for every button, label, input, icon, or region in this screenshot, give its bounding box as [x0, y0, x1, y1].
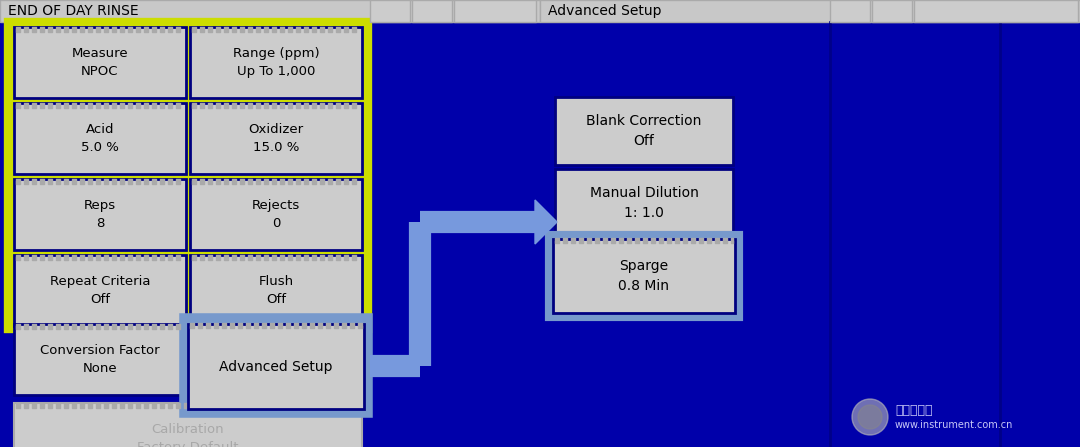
FancyBboxPatch shape: [370, 0, 410, 22]
FancyBboxPatch shape: [454, 0, 536, 22]
Text: Acid
5.0 %: Acid 5.0 %: [81, 123, 119, 154]
FancyBboxPatch shape: [546, 233, 741, 319]
FancyBboxPatch shape: [555, 169, 733, 237]
FancyBboxPatch shape: [411, 0, 453, 22]
Text: Advanced Setup: Advanced Setup: [548, 4, 661, 18]
FancyBboxPatch shape: [555, 97, 733, 165]
Text: www.instrument.com.cn: www.instrument.com.cn: [895, 420, 1013, 430]
FancyBboxPatch shape: [190, 179, 362, 250]
FancyBboxPatch shape: [14, 27, 186, 98]
Text: Sparge
0.8 Min: Sparge 0.8 Min: [619, 259, 670, 293]
Text: Manual Dilution
1: 1.0: Manual Dilution 1: 1.0: [590, 186, 699, 220]
Text: Repeat Criteria
Off: Repeat Criteria Off: [50, 275, 150, 306]
FancyBboxPatch shape: [540, 22, 1080, 447]
FancyBboxPatch shape: [14, 324, 186, 395]
Text: Calibration
Factory Default: Calibration Factory Default: [137, 423, 239, 447]
FancyBboxPatch shape: [188, 324, 364, 409]
Text: Oxidizer
15.0 %: Oxidizer 15.0 %: [248, 123, 303, 154]
FancyBboxPatch shape: [14, 403, 362, 447]
FancyBboxPatch shape: [553, 239, 735, 313]
Text: 仪器信息网: 仪器信息网: [895, 405, 932, 417]
FancyBboxPatch shape: [14, 255, 186, 326]
FancyBboxPatch shape: [872, 0, 912, 22]
Text: Range (ppm)
Up To 1,000: Range (ppm) Up To 1,000: [232, 47, 320, 78]
FancyBboxPatch shape: [14, 103, 186, 174]
Circle shape: [852, 399, 888, 435]
Text: Advanced Setup: Advanced Setup: [219, 359, 333, 374]
FancyBboxPatch shape: [190, 27, 362, 98]
FancyBboxPatch shape: [183, 316, 370, 415]
FancyBboxPatch shape: [14, 179, 186, 250]
Text: Flush
Off: Flush Off: [258, 275, 294, 306]
FancyBboxPatch shape: [831, 0, 870, 22]
FancyBboxPatch shape: [190, 255, 362, 326]
FancyBboxPatch shape: [540, 0, 1080, 22]
FancyBboxPatch shape: [0, 0, 540, 22]
FancyBboxPatch shape: [190, 103, 362, 174]
Circle shape: [858, 405, 882, 429]
Text: Reps
8: Reps 8: [84, 199, 116, 230]
FancyBboxPatch shape: [8, 22, 368, 329]
Polygon shape: [535, 200, 557, 244]
Text: Conversion Factor
None: Conversion Factor None: [40, 344, 160, 375]
FancyBboxPatch shape: [370, 22, 540, 447]
Text: Blank Correction
Off: Blank Correction Off: [586, 114, 702, 148]
FancyBboxPatch shape: [914, 0, 1078, 22]
Text: END OF DAY RINSE: END OF DAY RINSE: [8, 4, 138, 18]
Text: Rejects
0: Rejects 0: [252, 199, 300, 230]
Text: Measure
NPOC: Measure NPOC: [71, 47, 129, 78]
